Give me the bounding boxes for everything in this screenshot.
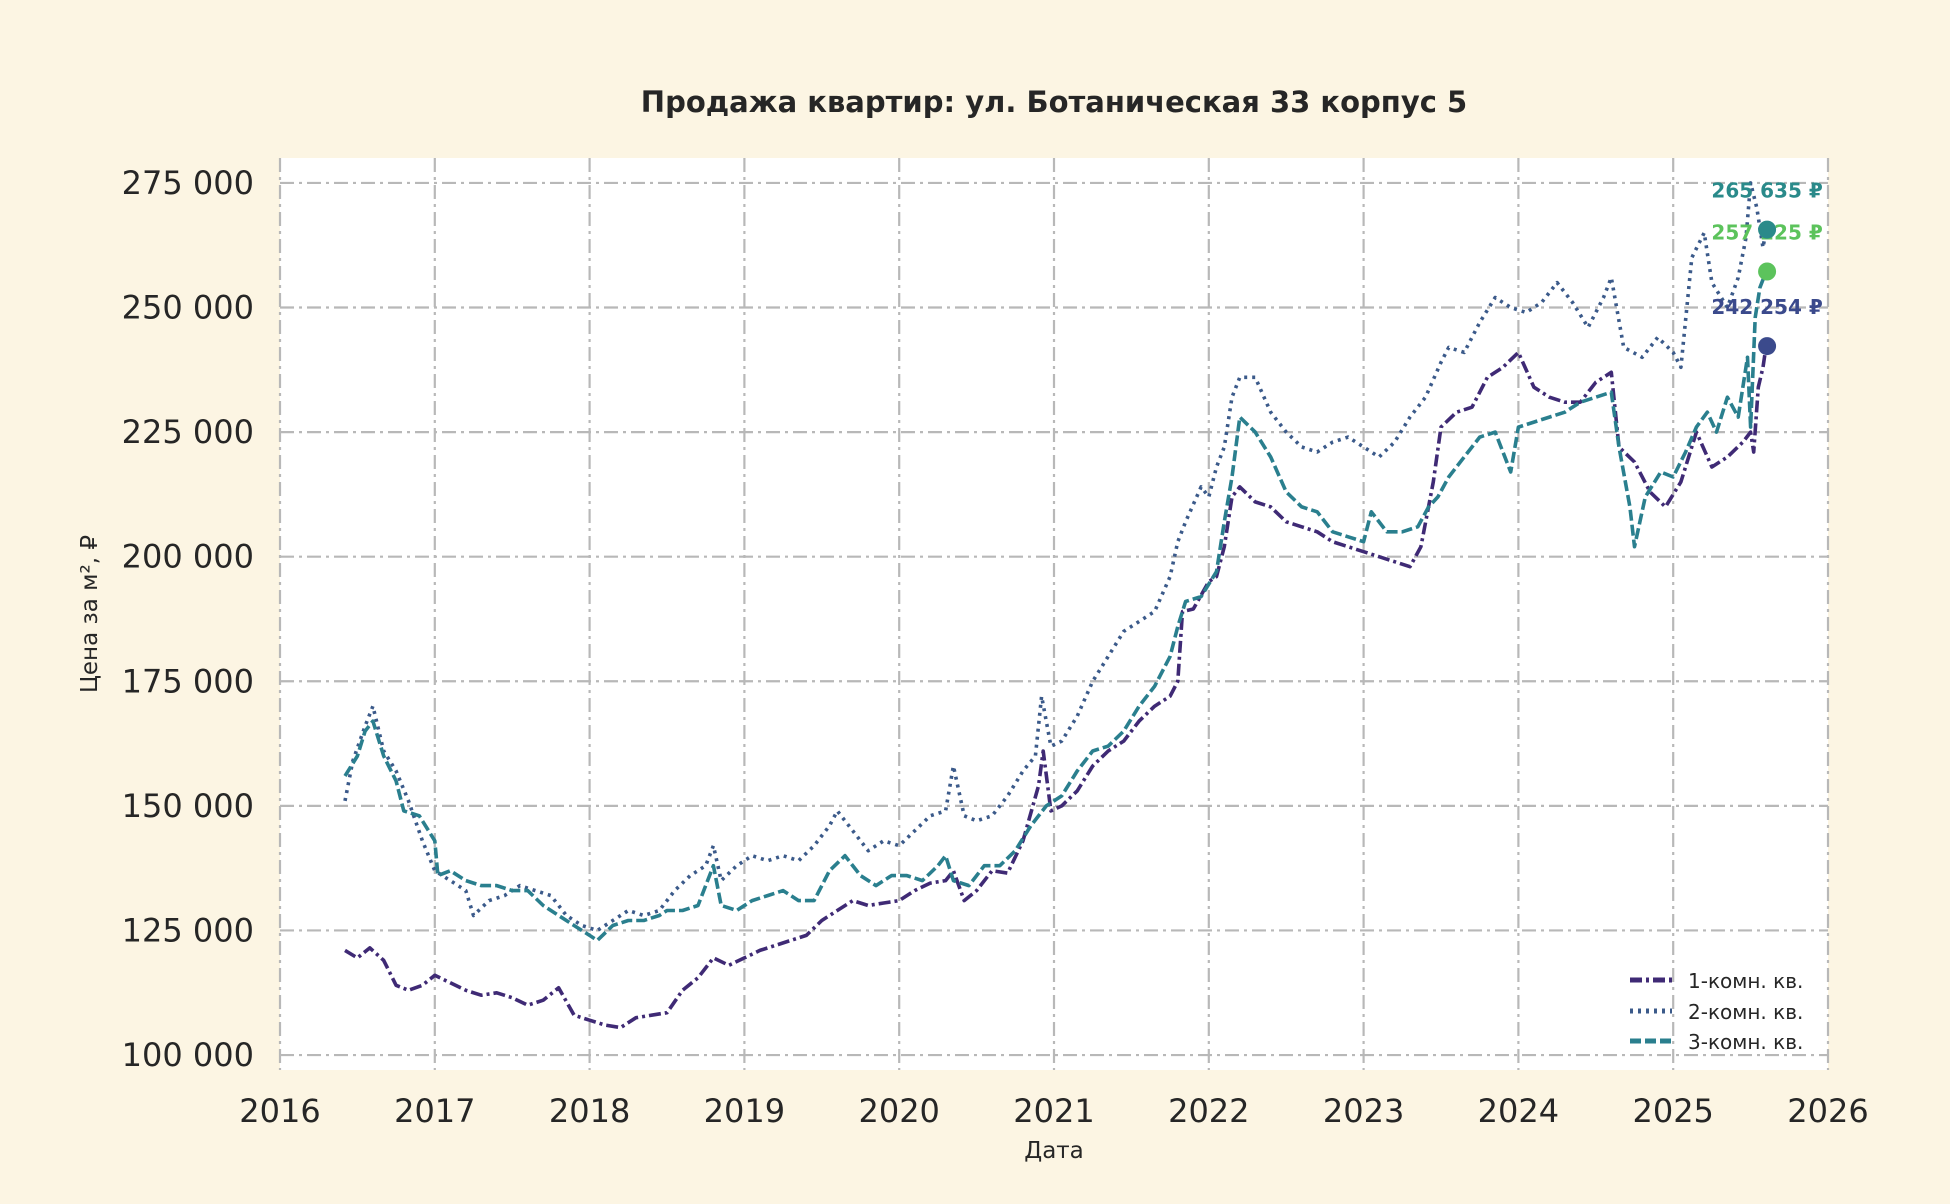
chart-title: Продажа квартир: ул. Ботаническая 33 кор… [641, 85, 1467, 119]
y-tick-label: 250 000 [122, 289, 254, 327]
y-tick-label: 125 000 [122, 911, 254, 949]
y-axis-label: Цена за м², ₽ [77, 535, 103, 693]
legend: 1-комн. кв. 2-комн. кв. 3-комн. кв. [1630, 969, 1803, 1054]
y-tick-label: 225 000 [122, 413, 254, 451]
series-line-1 [344, 345, 1768, 1030]
y-tick-label: 275 000 [122, 164, 254, 202]
last-value-marker-2 [1758, 220, 1777, 239]
grid [278, 158, 1830, 1070]
y-tick-label: 200 000 [122, 538, 254, 576]
series-line-2 [343, 181, 1768, 933]
last-value-label-2: 265 635 ₽ [1711, 179, 1822, 203]
x-tick-label: 2021 [1013, 1092, 1094, 1130]
last-value-marker-3 [1758, 262, 1777, 281]
x-tick-label: 2022 [1168, 1092, 1249, 1130]
x-tick-label: 2020 [858, 1092, 939, 1130]
axis-ticks: 2016 2017 2018 2019 2020 2021 2022 2023 2024 2025… [122, 164, 1869, 1130]
series-group [343, 181, 1768, 1030]
x-tick-label: 2025 [1632, 1092, 1713, 1130]
x-tick-label: 2016 [239, 1092, 320, 1130]
x-axis-label: Дата [1024, 1138, 1084, 1164]
x-tick-label: 2017 [394, 1092, 475, 1130]
last-value-label-1: 242 254 ₽ [1711, 295, 1822, 319]
x-tick-label: 2018 [549, 1092, 630, 1130]
y-tick-label: 100 000 [122, 1036, 254, 1074]
legend-label-2: 2-комн. кв. [1688, 1000, 1803, 1024]
x-tick-label: 2019 [704, 1092, 785, 1130]
last-value-marker-1 [1758, 337, 1777, 356]
x-tick-label: 2026 [1787, 1092, 1868, 1130]
y-tick-label: 175 000 [122, 662, 254, 700]
legend-label-1: 1-комн. кв. [1688, 969, 1803, 993]
legend-label-3: 3-комн. кв. [1688, 1030, 1803, 1054]
series-line-3 [343, 270, 1768, 943]
x-tick-label: 2024 [1478, 1092, 1559, 1130]
y-tick-label: 150 000 [122, 787, 254, 825]
last-value-annotations: 242 254 ₽257 225 ₽265 635 ₽ [1711, 179, 1823, 356]
x-tick-label: 2023 [1323, 1092, 1404, 1130]
